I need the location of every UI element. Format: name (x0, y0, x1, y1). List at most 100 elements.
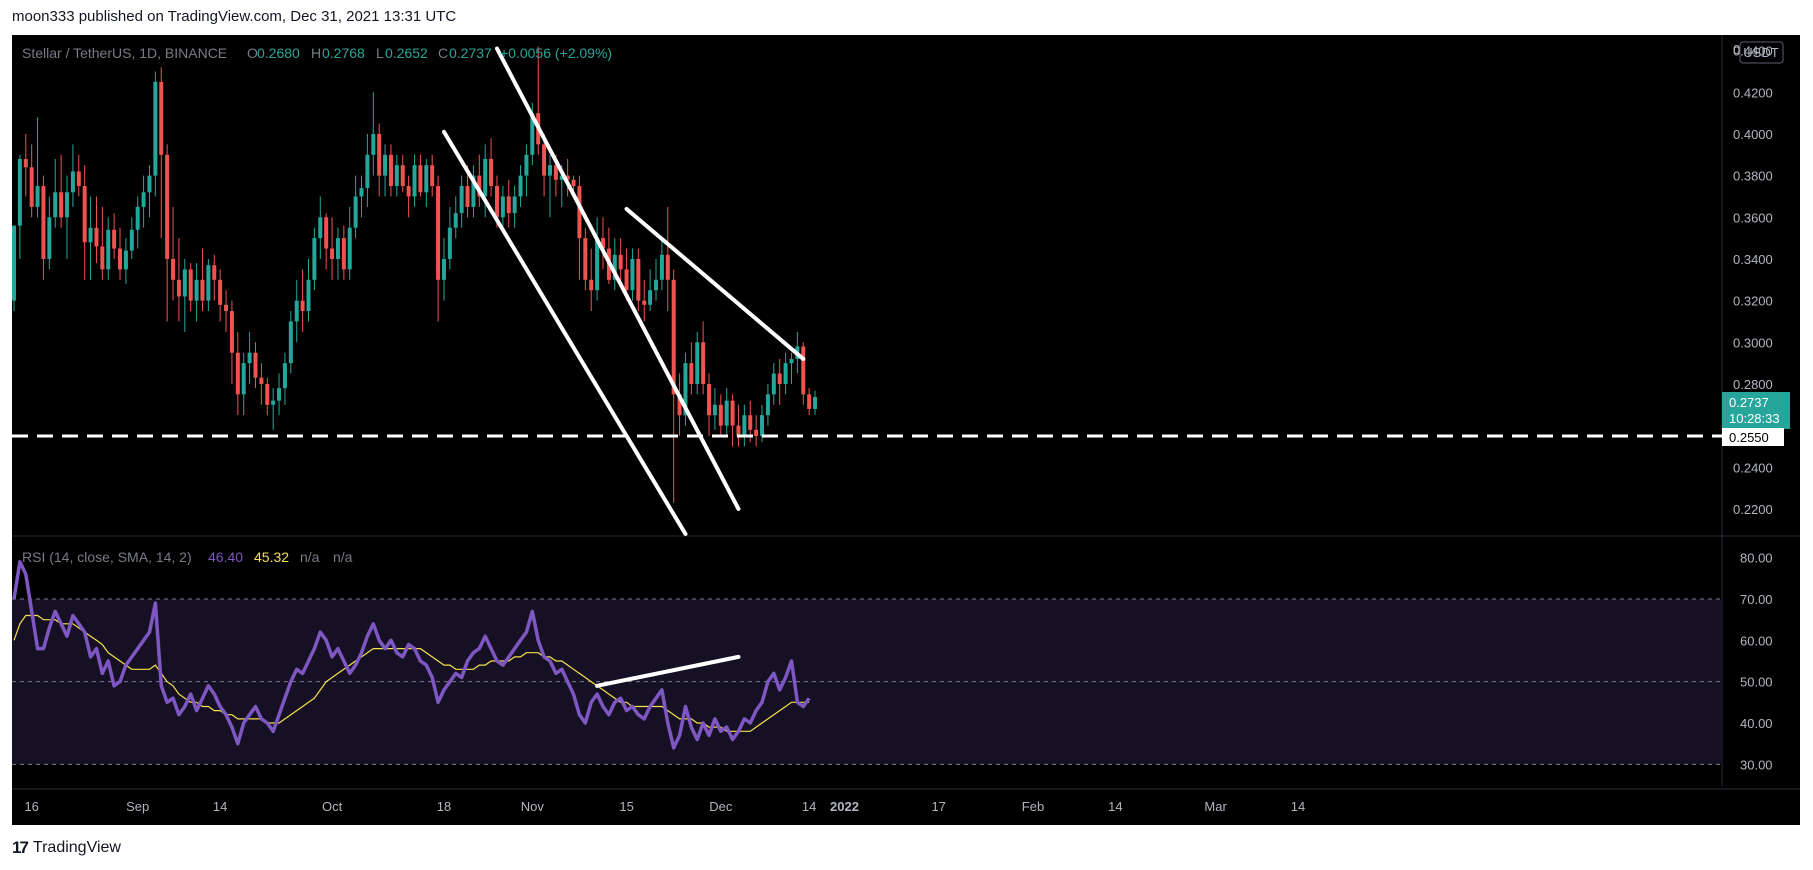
candle-body (365, 154, 370, 189)
candle-body (807, 394, 812, 409)
candle-body (777, 373, 782, 384)
candle-body (659, 254, 664, 280)
candle-body (271, 400, 276, 405)
candle-body (400, 165, 405, 187)
time-label-17: 17 (931, 799, 945, 814)
candle-body (494, 186, 499, 218)
rsi-line (12, 560, 811, 750)
candle-body (677, 394, 682, 416)
candle-body (724, 400, 729, 426)
resistance-trendline[interactable] (624, 206, 806, 361)
candle-body (88, 227, 93, 243)
candle-body (277, 388, 282, 401)
candle-body (282, 363, 287, 389)
time-label-14: 14 (1291, 799, 1305, 814)
rsi-legend-value: 46.40 (208, 549, 243, 565)
candle-body (135, 206, 140, 230)
candle-body (447, 227, 452, 259)
candle-body (300, 300, 305, 312)
candle-body (176, 279, 181, 297)
candle-body (642, 300, 647, 305)
candle-body (335, 238, 340, 259)
candle-body (406, 186, 411, 197)
candle-body (654, 279, 659, 291)
candle-body (288, 321, 293, 364)
candle-body (318, 217, 323, 239)
candle-body (383, 154, 388, 176)
candle-body (583, 238, 588, 280)
candle-body (665, 254, 670, 280)
candle-body (12, 225, 16, 301)
price-tick-0.2400: 0.2400 (1733, 460, 1773, 475)
legend-h-label: H (311, 45, 321, 61)
rsi-legend-ma-value: 45.32 (254, 549, 289, 565)
rsi-tick-50.00: 50.00 (1740, 675, 1773, 690)
candle-body (100, 246, 105, 270)
candle-body (159, 81, 164, 155)
candle-body (500, 196, 505, 218)
legend-l-label: L (376, 45, 384, 61)
candle-body (701, 342, 706, 384)
last-price-value: 0.2737 (1729, 395, 1769, 410)
price-tick-0.4200: 0.4200 (1733, 85, 1773, 100)
candle-body (683, 363, 688, 416)
candle-body (153, 81, 158, 176)
time-label-14: 14 (1108, 799, 1122, 814)
candle-body (436, 186, 441, 280)
candle-body (312, 238, 317, 280)
candle-body (182, 269, 187, 297)
time-label-14: 14 (802, 799, 816, 814)
candle-body (347, 227, 352, 270)
candle-body (306, 279, 311, 312)
rsi-legend-na-1: n/a (300, 549, 320, 565)
candle-body (247, 352, 252, 364)
candle-body (601, 238, 605, 249)
publisher-caption: moon333 published on TradingView.com, De… (12, 8, 457, 25)
level-label: 0.2550 (1729, 430, 1769, 445)
candle-body (618, 254, 623, 270)
channel-lower-trendline[interactable] (441, 129, 688, 536)
candle-body (206, 265, 211, 301)
candle-body (771, 373, 776, 395)
candle-body (506, 196, 511, 214)
candle-body (718, 404, 723, 426)
candle-body (430, 165, 435, 187)
candle-body (82, 186, 87, 243)
rsi-tick-80.00: 80.00 (1740, 551, 1773, 566)
candle-body (412, 165, 417, 197)
candle-body (353, 196, 358, 228)
candle-body (441, 258, 446, 280)
candle-body (518, 175, 523, 197)
last-price-badge (1722, 392, 1790, 429)
candle-body (471, 175, 476, 207)
legend-pair: Stellar / TetherUS, 1D, BINANCE (22, 45, 227, 61)
currency-badge[interactable] (1739, 41, 1784, 64)
candle-body (112, 229, 117, 249)
time-label-Sep: Sep (126, 799, 149, 814)
candle-body (595, 238, 600, 291)
candle-body (783, 363, 788, 384)
price-tick-0.2200: 0.2200 (1733, 502, 1773, 517)
legend-change: +0.0056 (+2.09%) (500, 45, 612, 61)
candle-body (512, 196, 517, 214)
tradingview-brand[interactable]: 17 TradingView (12, 838, 121, 858)
candle-body (736, 425, 741, 437)
candle-body (547, 165, 552, 176)
candle-body (765, 394, 770, 416)
rsi-legend-na-2: n/a (333, 549, 353, 565)
candle-body (689, 363, 694, 384)
candle-body (194, 279, 199, 301)
candle-body (47, 217, 52, 259)
candle-body (712, 404, 717, 416)
candle-body (553, 165, 558, 180)
rsi-divergence-trendline[interactable] (595, 654, 741, 688)
candle-body (218, 279, 223, 305)
candle-body (259, 377, 264, 384)
candle-body (489, 158, 494, 187)
candle-body (53, 192, 58, 218)
candle-body (330, 248, 335, 259)
candle-body (388, 154, 393, 187)
candle-body (571, 179, 576, 187)
channel-upper-trendline[interactable] (494, 46, 741, 511)
